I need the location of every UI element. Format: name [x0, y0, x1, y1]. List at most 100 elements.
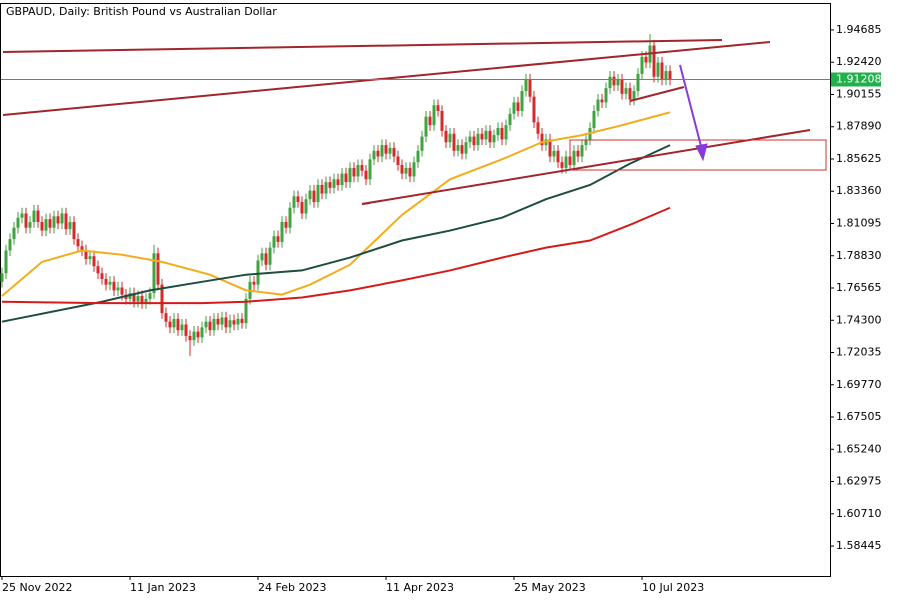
trend-line [629, 86, 685, 102]
candle-body [76, 239, 80, 247]
candle-body [476, 133, 480, 146]
candle-body [596, 99, 600, 111]
candle-body [404, 167, 408, 174]
last-price-box [831, 72, 881, 87]
candle-body [572, 150, 576, 166]
candle-body [480, 133, 484, 140]
candle-body [240, 318, 244, 324]
trend-line [361, 129, 811, 205]
candle-body [444, 130, 448, 143]
candle-body [132, 293, 136, 302]
candle-body [612, 76, 616, 86]
candle-body [428, 116, 432, 126]
candle-body [556, 150, 560, 163]
candle-body [56, 216, 60, 224]
candle-body [512, 102, 516, 114]
candle-body [464, 142, 468, 154]
candle-body [60, 213, 64, 224]
candle-body [632, 91, 636, 100]
y-tick-label: 1.62975 [836, 475, 882, 488]
candle-body [636, 73, 640, 92]
candle-body [64, 213, 68, 230]
y-tick-label: 1.65240 [836, 442, 882, 455]
candle-body [184, 324, 188, 336]
candle-body [400, 165, 404, 174]
candle-body [4, 250, 8, 274]
candle-body [292, 196, 296, 208]
candle-body [448, 133, 452, 143]
candle-body [328, 182, 332, 188]
candle-body [460, 145, 464, 154]
y-tick-label: 1.90155 [836, 87, 882, 100]
candle-body [600, 99, 604, 103]
candle-body [280, 222, 284, 242]
candle-body [96, 266, 100, 274]
candle-body [580, 145, 584, 157]
candle-body [188, 335, 192, 341]
candle-body [344, 173, 348, 183]
candle-body [384, 145, 388, 154]
candle-body [548, 139, 552, 157]
candle-body [100, 273, 104, 279]
candle-body [348, 167, 352, 183]
y-tick-label: 1.85625 [836, 152, 882, 165]
candle-body [8, 239, 12, 251]
candle-body [564, 156, 568, 168]
candle-body [28, 222, 32, 228]
candle-body [104, 278, 108, 285]
candle-body [276, 236, 280, 242]
y-tick-label: 1.74300 [836, 313, 882, 326]
y-tick-label: 1.78830 [836, 249, 882, 262]
candle-body [496, 128, 500, 136]
candle-body [652, 45, 656, 77]
candle-body [32, 210, 36, 223]
candle-body [84, 250, 88, 260]
candle-body [608, 76, 612, 89]
candle-body [592, 110, 596, 129]
x-tick-label: 10 Jul 2023 [642, 581, 704, 594]
candle-body [484, 130, 488, 140]
candle-body [620, 79, 624, 94]
candle-body [108, 281, 112, 285]
candle-body [260, 253, 264, 261]
candle-body [120, 287, 124, 295]
moving-average [1, 206, 671, 305]
candle-body [144, 298, 148, 304]
candle-body [560, 162, 564, 168]
candle-body [236, 318, 240, 325]
candle-body [520, 91, 524, 111]
candle-body [36, 210, 40, 223]
candle-body [0, 273, 4, 282]
candle-body [44, 219, 48, 231]
x-tick-label: 24 Feb 2023 [258, 581, 326, 594]
candle-body [160, 284, 164, 314]
chart-title: GBPAUD, Daily: British Pound vs Australi… [6, 5, 277, 18]
candle-body [532, 96, 536, 123]
candle-body [296, 196, 300, 203]
candle-body [616, 79, 620, 86]
candle-body [316, 184, 320, 203]
candle-body [12, 227, 16, 240]
drawings [2, 39, 827, 205]
zone-box [569, 139, 827, 171]
candle-body [176, 318, 180, 331]
candle-body [436, 105, 440, 111]
candle-body [360, 165, 364, 171]
candle-body [112, 281, 116, 291]
candle-body [136, 296, 140, 302]
candle-body [500, 128, 504, 140]
y-tick-label: 1.92420 [836, 55, 882, 68]
candle-body [396, 156, 400, 166]
candle-body [536, 122, 540, 134]
candle-body [164, 313, 168, 322]
candle-body [424, 116, 428, 137]
candle-body [604, 88, 608, 103]
candle-body [284, 222, 288, 228]
candle-body [524, 79, 528, 92]
candle-body [216, 318, 220, 325]
candle-body [212, 318, 216, 331]
candle-body [264, 253, 268, 265]
y-tick-label: 1.76565 [836, 281, 882, 294]
candle-body [668, 71, 672, 80]
